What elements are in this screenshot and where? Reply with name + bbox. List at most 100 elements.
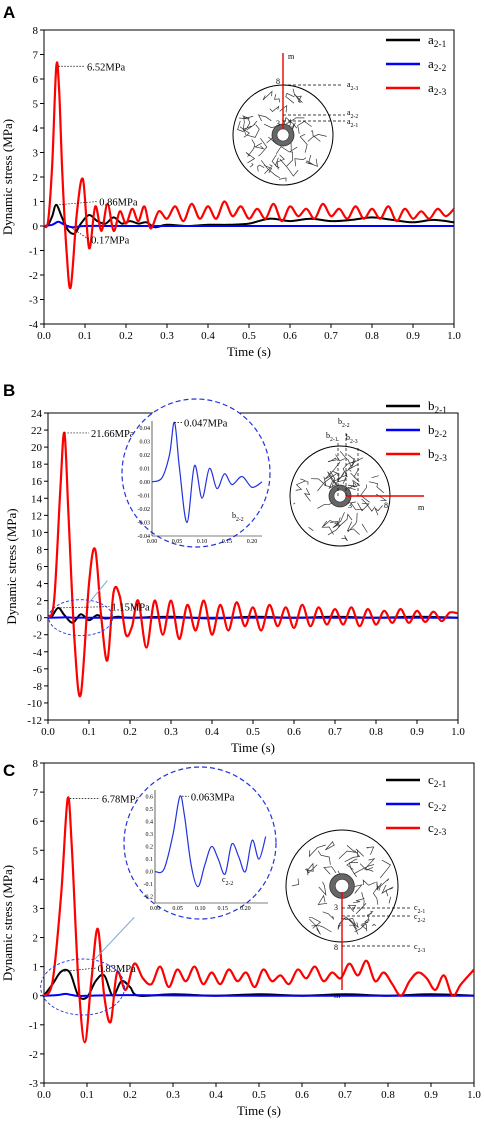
y-tick-label: 2 — [33, 933, 39, 945]
plot-area-c: 0.0 0.1 0.2 0.3 0.4 0.5 0.6 0.7 0.8 0.9 1.0 -3 -2 -1 0… — [0, 758, 481, 1118]
y-tick-label: -1 — [29, 1020, 38, 1032]
inset-y-tick: 0.1 — [146, 857, 154, 863]
x-tick-label: 0.7 — [324, 330, 338, 342]
x-tick-label: 0.7 — [338, 1089, 352, 1101]
annotation-peak-c23: 6.78MPa — [102, 794, 141, 805]
schematic-label-3: 3 — [348, 501, 352, 510]
crack-lines — [292, 841, 394, 935]
tunnel-opening — [333, 489, 347, 503]
y-tick-label: 6 — [37, 562, 43, 574]
panel-label-c: C — [3, 761, 15, 780]
schematic-label-3: 3 — [276, 119, 280, 128]
inset-y-tick: 0.00 — [140, 480, 151, 486]
y-tick-label: 22 — [31, 425, 42, 437]
zoom-connector-b — [88, 580, 108, 603]
y-tick-label: -12 — [27, 715, 42, 727]
y-tick-label: 8 — [33, 758, 39, 770]
y-tick-label: 0 — [33, 221, 39, 233]
x-tick-label: 0.8 — [381, 1089, 395, 1101]
y-tick-label: 4 — [33, 874, 39, 886]
legend-label-a2-1: a2-1 — [428, 32, 447, 50]
legend-label-b2-1: b2-1 — [428, 398, 447, 416]
annotation-peak-a21-leader — [56, 201, 98, 206]
y-tick-label: 20 — [31, 442, 43, 454]
y-tick-label: -2 — [29, 270, 38, 282]
y-tick-label: -3 — [29, 1078, 39, 1090]
inset-y-tick: 0.0 — [146, 870, 154, 876]
y-axis-label: Dynamic stress (MPa) — [0, 119, 15, 235]
x-tick-label: 0.6 — [295, 1089, 309, 1101]
y-tick-label: -6 — [33, 664, 43, 676]
y-tick-label: -3 — [29, 295, 39, 307]
x-tick-label: 0.7 — [328, 726, 342, 738]
inset-circle-b — [121, 398, 271, 548]
inset-y-tick: 0.03 — [140, 439, 151, 445]
legend-label-c2-3: c2-3 — [428, 820, 447, 838]
annotation-peak-b21-leader — [60, 606, 110, 609]
y-tick-label: 3 — [33, 903, 39, 915]
x-tick-label: 0.3 — [164, 726, 178, 738]
y-tick-label: 4 — [37, 579, 43, 591]
x-tick-label: 0.5 — [252, 1089, 266, 1101]
schematic-label-3: 3 — [334, 903, 338, 912]
chart-panel-c: C 0.0 0.1 0.2 0.3 0.4 0.5 0.6 0.7 0.8 0.9 1.0 -3 -2 -… — [0, 758, 481, 1118]
y-tick-label: 8 — [33, 25, 39, 37]
schematic-ref-a21: a2-1 — [347, 117, 358, 129]
series-line-c2-1 — [43, 968, 475, 1000]
inset-y-tick: 0.02 — [140, 453, 151, 459]
inset-circle-c — [123, 766, 277, 920]
annotation-peak-c21: 0.83MPa — [98, 964, 137, 975]
y-axis-label: Dynamic stress (MPa) — [4, 508, 19, 624]
x-tick-label: 0.6 — [283, 330, 297, 342]
inset-y-tick: -0.2 — [144, 895, 154, 901]
y-tick-label: 2 — [33, 172, 39, 184]
x-tick-label: 0.5 — [246, 726, 260, 738]
y-tick-label: -4 — [33, 647, 43, 659]
annotation-peak-a23: 6.52MPa — [87, 62, 126, 73]
series-line-c2-2 — [43, 992, 474, 998]
y-tick-label: 24 — [31, 408, 43, 420]
x-tick-label: 0.9 — [424, 1089, 438, 1101]
x-tick-label: 0.3 — [166, 1089, 180, 1101]
inset-y-tick: 0.01 — [140, 466, 151, 472]
inset-y-tick: 0.3 — [146, 832, 154, 838]
legend-label-b2-2: b2-2 — [428, 422, 447, 440]
x-tick-label: 0.4 — [205, 726, 219, 738]
schematic-tunnel-c — [285, 829, 399, 943]
schematic-label-8: 8 — [276, 77, 280, 86]
y-tick-label: 6 — [33, 74, 39, 86]
y-tick-label: -4 — [29, 319, 39, 331]
y-tick-label: 18 — [31, 459, 43, 471]
inset-annotation-c: 0.063MPa — [191, 792, 235, 803]
schematic-ref-c22: c2-2 — [414, 912, 425, 924]
schematic-ref-a22: a2-2 — [347, 108, 358, 120]
y-tick-label: 1 — [33, 962, 39, 974]
schematic-label-m: m — [418, 503, 425, 512]
y-tick-label: 5 — [33, 99, 39, 111]
x-tick-label: 0.0 — [37, 1089, 51, 1101]
inset-y-tick: -0.04 — [138, 534, 151, 540]
inset-label-c: c2-2 — [222, 875, 233, 887]
inset-y-tick: -0.01 — [138, 493, 151, 499]
y-tick-label: -8 — [33, 681, 43, 693]
x-tick-label: 0.9 — [406, 330, 420, 342]
x-axis-label: Time (s) — [227, 344, 271, 359]
legend-label-b2-3: b2-3 — [428, 446, 447, 464]
axes-frame — [43, 29, 455, 325]
panel-label-b: B — [3, 381, 15, 400]
schematic-label-m: m — [334, 991, 341, 1000]
y-tick-label: -1 — [29, 246, 38, 258]
inset-y-tick: 0.4 — [146, 819, 154, 825]
series-line-b2-2 — [47, 616, 458, 619]
inset-annotation-b: 0.047MPa — [184, 418, 228, 429]
y-tick-label: 3 — [33, 148, 39, 160]
inset-series-b22 — [151, 421, 263, 524]
x-tick-label: 0.5 — [242, 330, 256, 342]
x-tick-label: 0.6 — [287, 726, 301, 738]
x-axis-label: Time (s) — [237, 1103, 281, 1118]
y-tick-label: 5 — [33, 845, 39, 857]
schematic-ref-b21: b2-1 — [326, 431, 338, 443]
y-tick-label: 10 — [31, 527, 43, 539]
x-tick-label: 0.1 — [80, 1089, 94, 1101]
x-tick-label: 1.0 — [467, 1089, 481, 1101]
